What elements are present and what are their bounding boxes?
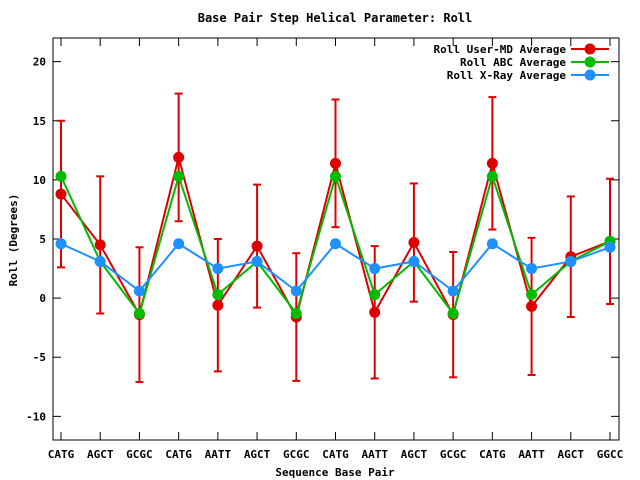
series-1-point-6 xyxy=(290,307,302,319)
series-1-point-4 xyxy=(212,289,224,301)
x-tick-label-4: AATT xyxy=(205,448,232,461)
legend-label-1: Roll ABC Average xyxy=(460,56,566,69)
series-2-point-13 xyxy=(565,255,577,267)
series-0-point-0 xyxy=(55,188,67,200)
legend-marker-2 xyxy=(584,69,596,81)
x-tick-label-11: CATG xyxy=(479,448,506,461)
y-tick-label-6: 20 xyxy=(33,56,46,69)
x-tick-label-6: GCGC xyxy=(283,448,310,461)
x-axis-label: Sequence Base Pair xyxy=(275,466,395,479)
series-1-point-0 xyxy=(55,170,67,182)
x-tick-label-12: AATT xyxy=(518,448,545,461)
series-2-point-11 xyxy=(486,238,498,250)
x-tick-label-14: GGCC xyxy=(597,448,624,461)
y-tick-label-5: 15 xyxy=(33,115,46,128)
series-1-point-3 xyxy=(173,170,185,182)
x-tick-label-7: CATG xyxy=(322,448,349,461)
series-0-point-5 xyxy=(251,240,263,252)
legend-label-2: Roll X-Ray Average xyxy=(447,69,567,82)
series-2-point-14 xyxy=(604,241,616,253)
series-0-point-12 xyxy=(526,300,538,312)
x-tick-label-9: AGCT xyxy=(401,448,428,461)
series-0-point-11 xyxy=(486,157,498,169)
y-tick-label-2: 0 xyxy=(39,292,46,305)
series-2-point-9 xyxy=(408,255,420,267)
x-tick-label-0: CATG xyxy=(48,448,75,461)
series-1-point-10 xyxy=(447,307,459,319)
series-1-point-12 xyxy=(526,289,538,301)
series-2-point-4 xyxy=(212,263,224,275)
series-0-point-9 xyxy=(408,237,420,249)
series-2-point-1 xyxy=(94,255,106,267)
legend-label-0: Roll User-MD Average xyxy=(434,43,567,56)
series-2 xyxy=(55,238,616,297)
series-2-point-5 xyxy=(251,255,263,267)
legend-marker-1 xyxy=(584,56,596,68)
x-tick-label-2: GCGC xyxy=(126,448,153,461)
x-tick-label-5: AGCT xyxy=(244,448,271,461)
x-tick-label-13: AGCT xyxy=(558,448,585,461)
x-tick-label-3: CATG xyxy=(165,448,192,461)
legend-marker-0 xyxy=(584,43,596,55)
x-tick-label-10: GCGC xyxy=(440,448,467,461)
series-2-point-3 xyxy=(173,238,185,250)
series-1-point-11 xyxy=(486,170,498,182)
series-2-point-0 xyxy=(55,238,67,250)
series-0-point-4 xyxy=(212,299,224,311)
series-1-point-7 xyxy=(330,170,341,182)
series-2-point-2 xyxy=(133,285,145,297)
x-axis-ticks: CATG AGCT GCGC CATG AATT AGCT GCGC CATG AATT AGCT… xyxy=(48,38,624,461)
series-0-point-7 xyxy=(330,157,341,169)
x-tick-label-1: AGCT xyxy=(87,448,114,461)
series-0-point-3 xyxy=(173,151,185,163)
series-2-point-10 xyxy=(447,285,459,297)
series-2-point-7 xyxy=(330,238,341,250)
series-0-point-8 xyxy=(369,306,381,318)
y-tick-label-3: 5 xyxy=(39,233,46,246)
y-tick-label-4: 10 xyxy=(33,174,46,187)
series-2-point-12 xyxy=(526,263,538,275)
series-2-point-8 xyxy=(369,263,381,275)
series-layer xyxy=(55,92,616,384)
series-0-point-1 xyxy=(94,239,106,251)
series-2-point-6 xyxy=(290,285,302,297)
y-axis-ticks: -10 -5 0 5 10 15 20 xyxy=(26,56,619,423)
series-1-point-2 xyxy=(133,307,145,319)
series-0 xyxy=(55,92,616,384)
chart-title: Base Pair Step Helical Parameter: Roll xyxy=(198,11,473,25)
y-tick-label-1: -5 xyxy=(33,351,46,364)
y-axis-label: Roll (Degrees) xyxy=(7,194,20,287)
series-1-point-8 xyxy=(369,289,381,301)
x-tick-label-8: AATT xyxy=(361,448,388,461)
y-tick-label-0: -10 xyxy=(26,410,46,423)
